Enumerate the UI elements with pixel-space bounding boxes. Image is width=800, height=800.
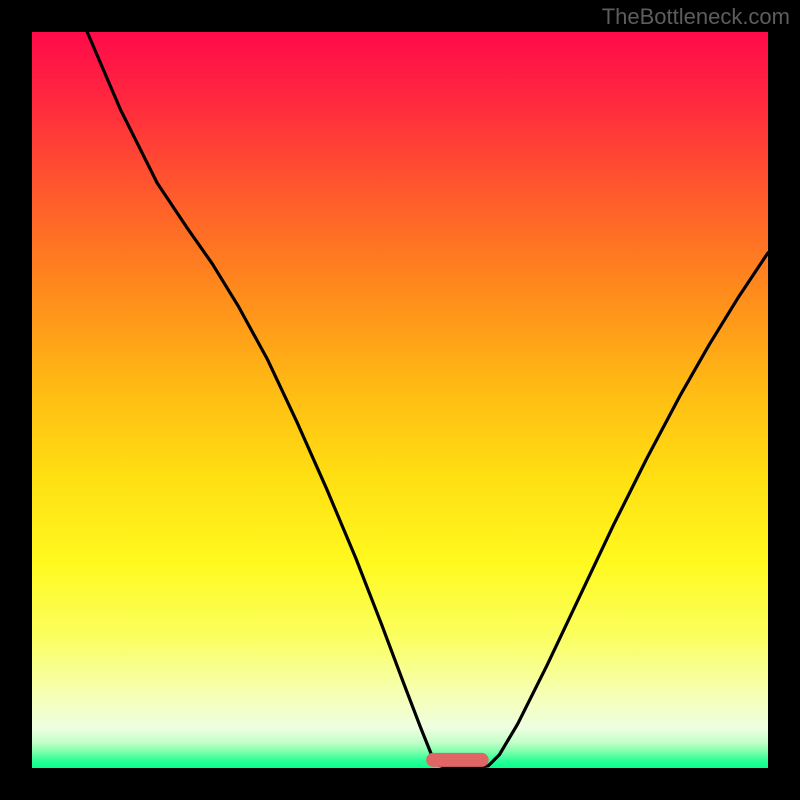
chart-frame: TheBottleneck.com [0,0,800,800]
gradient-background [32,32,768,768]
plot-svg [32,32,768,768]
watermark-text: TheBottleneck.com [602,4,790,30]
optimal-marker [426,753,489,767]
plot-area [32,32,768,768]
